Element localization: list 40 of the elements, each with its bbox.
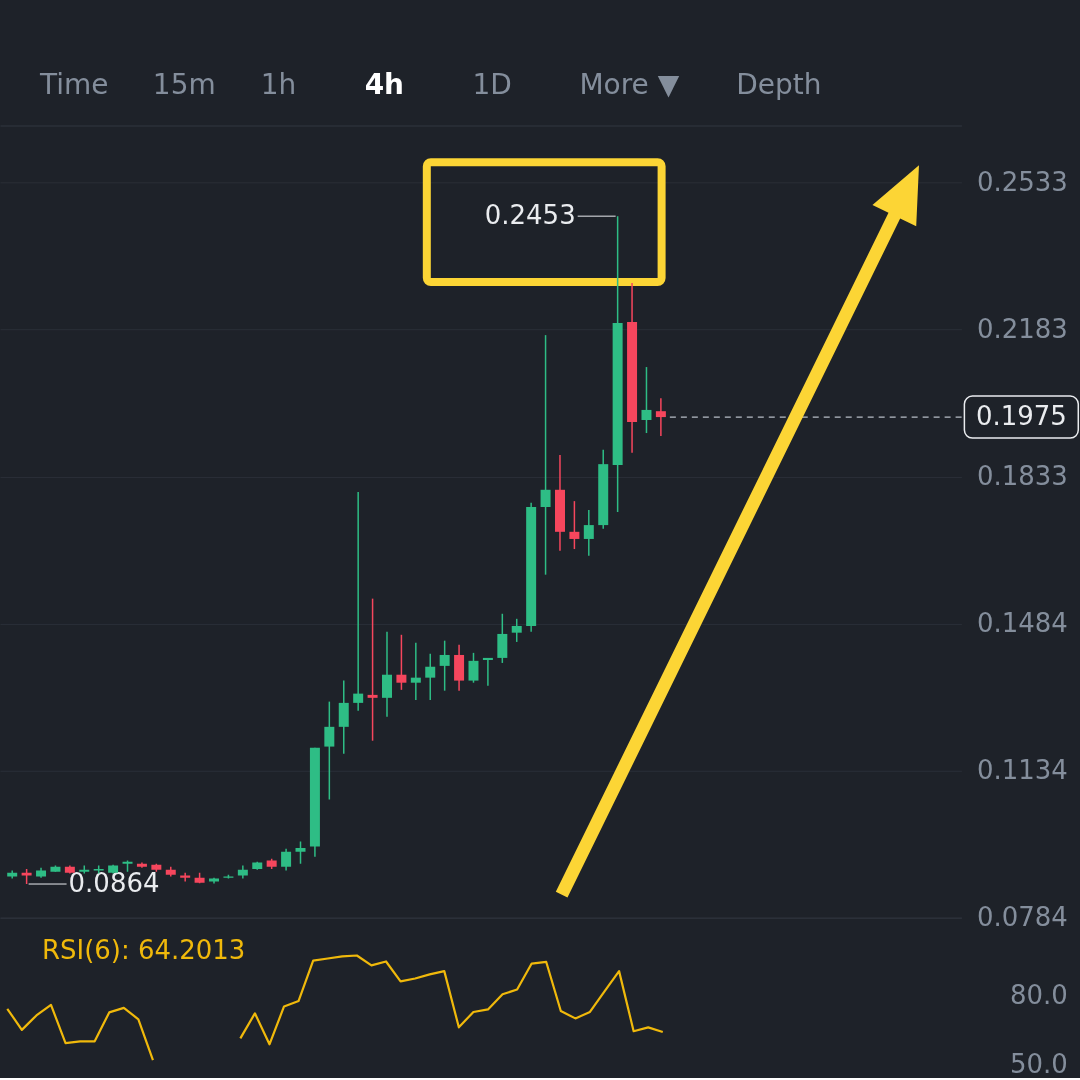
text: 1h [260,68,297,102]
y-tick-label: 50.0 [1009,1049,1068,1080]
candlestick [382,631,392,718]
candlestick [482,657,493,687]
candlestick [497,613,508,664]
candlestick [410,642,421,701]
annotation: 0.0864 [68,868,160,899]
candlestick [569,500,580,550]
text: 1D [472,68,512,102]
text: RSI(6): 64.2013 [41,934,246,965]
candlestick [439,639,450,692]
candlestick [367,597,378,742]
annotation: 0.2453 [484,200,576,231]
y-tick-label: 0.1484 [976,607,1068,638]
candlestick [511,618,522,643]
candlestick [338,679,349,755]
text: 15m [152,68,216,102]
candlestick [468,652,479,684]
candlestick [540,334,551,576]
y-tick-label: 0.1134 [976,755,1068,786]
candlestick [180,871,191,883]
candlestick [583,509,594,557]
candlestick [353,491,364,712]
candlestick [324,700,335,801]
y-tick-label: 0.0784 [976,902,1068,933]
y-tick-label: 0.2533 [976,167,1068,198]
candlestick [295,840,306,865]
candlestick [425,652,436,701]
candlestick [281,847,292,872]
candlestick [655,397,666,437]
candlestick [396,634,407,691]
ref-line-label: 0.1975 [975,401,1067,432]
y-tick-label: 0.2183 [976,314,1068,345]
y-tick-label: 80.0 [1009,980,1068,1011]
text: Depth [736,68,822,102]
text: Time [38,68,109,102]
text: 4h [364,68,405,102]
candlestick [641,366,652,434]
y-tick-label: 0.1833 [976,461,1068,492]
text: More ▼ [579,68,680,102]
